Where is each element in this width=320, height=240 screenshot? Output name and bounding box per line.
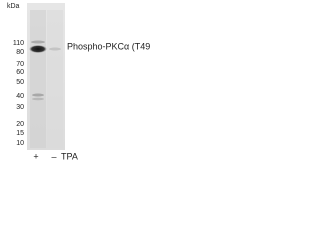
marker-label: 40 [16, 93, 24, 100]
band-faint [31, 40, 45, 44]
band [29, 45, 47, 53]
unit-label: kDa [7, 3, 20, 10]
band-faint [49, 47, 61, 51]
marker-label: 20 [16, 121, 24, 128]
marker-label: 110 [13, 40, 24, 47]
lane-label: + [33, 151, 38, 161]
lane-label: – [51, 151, 56, 161]
marker-label: 80 [16, 49, 24, 56]
lane-plus [30, 10, 46, 148]
treatment-label: TPA [61, 151, 78, 161]
marker-label: 50 [16, 79, 24, 86]
marker-label: 15 [16, 130, 24, 137]
blot-figure: kDa Phospho-PKCα (T497) + – TPA 110 80 706… [7, 3, 150, 162]
band-faint [32, 93, 44, 97]
band-label: Phospho-PKCα (T497) [67, 41, 150, 51]
marker-label: 30 [16, 104, 24, 111]
lane-minus [47, 10, 63, 148]
marker-label: 70 [16, 61, 24, 68]
band-faint [32, 97, 44, 101]
marker-label: 60 [16, 69, 24, 76]
marker-label: 10 [16, 140, 24, 147]
